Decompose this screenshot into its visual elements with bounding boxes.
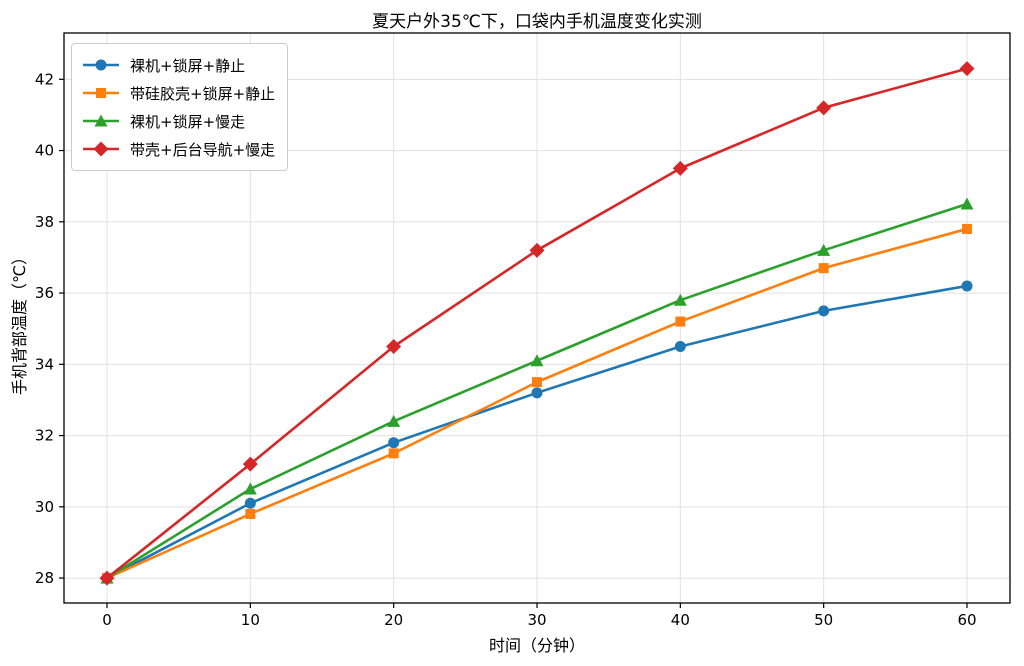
y-tick-label: 28 (35, 569, 54, 587)
legend-marker (95, 59, 107, 71)
legend-entry: 带硅胶壳+锁屏+静止 (81, 79, 275, 107)
data-point-marker (672, 160, 688, 176)
legend-entry: 裸机+锁屏+静止 (81, 51, 275, 79)
data-point-marker (530, 354, 544, 367)
y-tick-label: 38 (35, 213, 54, 231)
x-tick-label: 60 (957, 611, 976, 629)
y-tick-label: 40 (35, 142, 54, 160)
y-tick-label: 30 (35, 498, 54, 516)
data-point-marker (244, 497, 256, 509)
data-point-marker (961, 280, 973, 292)
legend-label: 带壳+后台导航+慢走 (130, 140, 276, 159)
x-tick-label: 20 (384, 611, 403, 629)
data-point-marker (818, 263, 829, 274)
data-point-marker (532, 377, 542, 388)
data-point-marker (816, 100, 832, 116)
legend-label: 带硅胶壳+锁屏+静止 (130, 84, 276, 103)
x-tick-label: 30 (527, 611, 546, 629)
legend: 裸机+锁屏+静止 带硅胶壳+锁屏+静止 裸机+锁屏+慢走 带壳+后台导航+慢走 (71, 43, 289, 171)
x-tick-label: 0 (102, 611, 112, 629)
legend-marker-square-icon (83, 88, 119, 98)
data-point-marker (245, 508, 256, 519)
x-tick-label: 40 (671, 611, 690, 629)
data-point-marker (959, 61, 975, 77)
data-point-marker (531, 387, 543, 399)
data-point-marker (388, 448, 399, 459)
y-tick-label: 34 (35, 355, 54, 373)
data-point-marker (388, 437, 400, 449)
data-point-marker (960, 197, 974, 210)
data-point-marker (99, 570, 115, 586)
data-point-marker (675, 316, 686, 327)
plot-frame (63, 32, 1011, 604)
data-point-marker (673, 293, 687, 306)
legend-entry: 带壳+后台导航+慢走 (81, 135, 275, 163)
x-tick-label: 10 (241, 611, 260, 629)
data-point-marker (529, 242, 545, 258)
data-point-marker (818, 305, 830, 317)
chart-title: 夏天户外35℃下，口袋内手机温度变化实测 (372, 12, 702, 32)
legend-marker (96, 88, 106, 98)
data-point-marker (387, 414, 401, 427)
data-point-marker (386, 339, 402, 354)
y-tick-label: 32 (35, 427, 54, 445)
data-point-marker (243, 482, 257, 495)
y-tick-label: 36 (35, 284, 54, 302)
legend-marker-circle-icon (83, 59, 119, 71)
data-point-marker (962, 223, 972, 234)
data-point-marker (242, 456, 258, 472)
legend-label: 裸机+锁屏+慢走 (130, 112, 246, 131)
legend-marker-triangle-icon (83, 114, 119, 127)
legend-marker (94, 114, 108, 127)
y-axis-label: 手机背部温度（℃） (10, 249, 29, 395)
legend-marker (93, 141, 109, 157)
y-tick-label: 42 (35, 70, 54, 88)
x-axis-label: 时间（分钟） (488, 636, 585, 655)
legend-label: 裸机+锁屏+静止 (130, 56, 246, 75)
legend-marker-diamond-icon (83, 141, 119, 157)
x-tick-label: 50 (814, 611, 833, 629)
data-point-marker (674, 341, 686, 352)
legend-entry: 裸机+锁屏+慢走 (81, 107, 275, 135)
data-point-marker (817, 243, 831, 256)
